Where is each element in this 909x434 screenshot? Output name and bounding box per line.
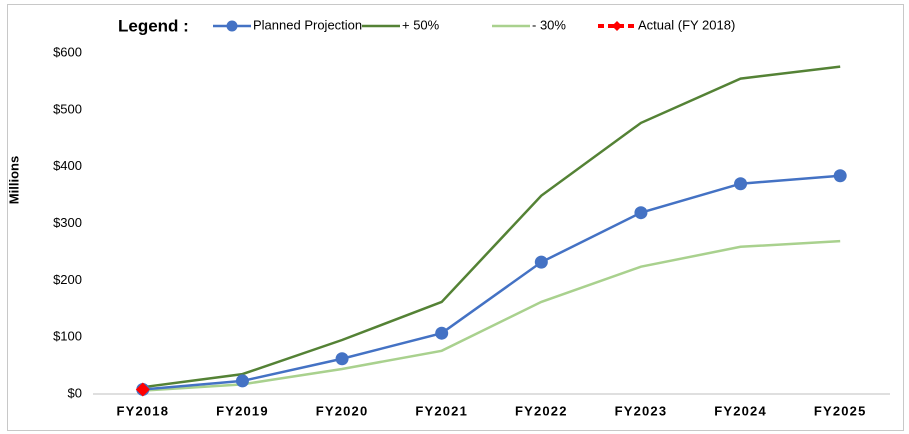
- y-axis-title: Millions: [6, 156, 21, 204]
- legend-label: + 50%: [402, 17, 440, 32]
- data-point: [534, 255, 548, 269]
- x-tick-label: FY2019: [216, 403, 269, 418]
- y-tick-label: $400: [53, 158, 82, 173]
- x-tick-label: FY2023: [615, 403, 668, 418]
- legend-title: Legend :: [118, 16, 189, 35]
- legend-label: - 30%: [532, 17, 566, 32]
- data-point: [135, 382, 150, 397]
- y-tick-label: $500: [53, 101, 82, 116]
- data-point: [734, 177, 748, 191]
- data-point: [435, 326, 449, 340]
- legend-marker: [612, 21, 622, 31]
- y-tick-label: $200: [53, 272, 82, 287]
- x-tick-label: FY2025: [814, 403, 867, 418]
- y-tick-label: $600: [53, 44, 82, 59]
- data-point: [235, 374, 249, 388]
- series-line: [142, 239, 841, 392]
- legend-label: Actual (FY 2018): [638, 17, 735, 32]
- x-tick-label: FY2018: [116, 403, 169, 418]
- legend-marker: [226, 20, 238, 32]
- data-point: [335, 352, 349, 366]
- legend-label: Planned Projection: [253, 17, 362, 32]
- y-tick-label: $100: [53, 329, 82, 344]
- series-line: [142, 65, 841, 389]
- x-tick-label: FY2021: [415, 403, 468, 418]
- y-tick-label: $0: [68, 385, 82, 400]
- series-line: [142, 174, 841, 391]
- data-point: [634, 206, 648, 220]
- x-tick-label: FY2022: [515, 403, 568, 418]
- y-tick-label: $300: [53, 215, 82, 230]
- data-point: [833, 169, 847, 183]
- x-tick-label: FY2024: [714, 403, 767, 418]
- x-tick-label: FY2020: [316, 403, 369, 418]
- chart-border: [7, 4, 904, 431]
